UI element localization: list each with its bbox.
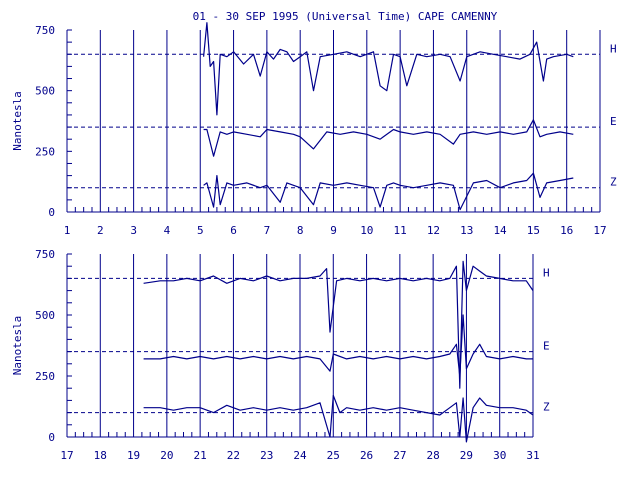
series-label-e: E (610, 115, 617, 128)
x-tick-label: 2 (97, 224, 104, 237)
series-label-z: Z (543, 401, 550, 414)
x-tick-label: 20 (160, 449, 173, 462)
x-tick-label: 26 (360, 449, 373, 462)
x-tick-label: 5 (197, 224, 204, 237)
panel-bottom: 17 18 19 20 21 22 23 24 25 26 27 28 29 30 31 0 250 500 750… (11, 248, 550, 462)
x-tick-label: 31 (526, 449, 539, 462)
x-tick-label: 11 (394, 224, 407, 237)
y-tick-label: 500 (35, 309, 55, 322)
x-tick-label: 9 (330, 224, 337, 237)
series-label-h: H (543, 266, 550, 279)
series-label-e: E (543, 340, 550, 353)
x-tick-label: 18 (94, 449, 107, 462)
y-tick-label: 0 (48, 431, 55, 444)
series-label-h: H (610, 42, 617, 55)
x-tick-label: 12 (427, 224, 440, 237)
x-tick-label: 17 (593, 224, 606, 237)
x-tick-label: 8 (297, 224, 304, 237)
x-tick-label: 17 (60, 449, 73, 462)
x-tick-label: 13 (460, 224, 473, 237)
y-tick-label: 0 (48, 206, 55, 219)
x-tick-label: 24 (293, 449, 307, 462)
y-tick-label: 500 (35, 85, 55, 98)
x-tick-label: 19 (127, 449, 140, 462)
series-line-z (143, 394, 534, 443)
y-axis-label: Nanotesla (11, 316, 24, 376)
series-line-e (203, 119, 574, 157)
x-tick-label: 22 (227, 449, 240, 462)
y-tick-label: 750 (35, 24, 55, 37)
x-tick-label: 10 (360, 224, 373, 237)
y-tick-label: 250 (35, 145, 55, 158)
y-axis-label: Nanotesla (11, 91, 24, 151)
x-tick-label: 21 (194, 449, 207, 462)
panel-top: 1 2 3 4 5 6 7 8 9 10 11 12 13 14 15 16 170250500750Nanot… (11, 22, 617, 237)
series-line-h (203, 22, 574, 116)
x-tick-label: 7 (264, 224, 271, 237)
x-tick-label: 6 (230, 224, 237, 237)
x-tick-label: 29 (460, 449, 473, 462)
series-line-h (143, 260, 534, 389)
x-tick-label: 16 (560, 224, 573, 237)
x-tick-label: 25 (327, 449, 340, 462)
y-tick-label: 250 (35, 370, 55, 383)
x-tick-label: 4 (164, 224, 171, 237)
x-tick-label: 15 (527, 224, 540, 237)
x-tick-label: 3 (130, 224, 137, 237)
x-tick-label: 1 (64, 224, 71, 237)
series-line-e (143, 314, 533, 377)
x-tick-label: 30 (493, 449, 506, 462)
x-tick-label: 27 (393, 449, 406, 462)
x-tick-label: 14 (493, 224, 507, 237)
y-tick-label: 750 (35, 248, 55, 261)
x-tick-label: 28 (427, 449, 440, 462)
x-tick-label: 23 (260, 449, 273, 462)
chart-title: 01 - 30 SEP 1995 (Universal Time) CAPE C… (193, 10, 498, 23)
series-label-z: Z (610, 176, 617, 189)
series-line-z (203, 172, 574, 211)
